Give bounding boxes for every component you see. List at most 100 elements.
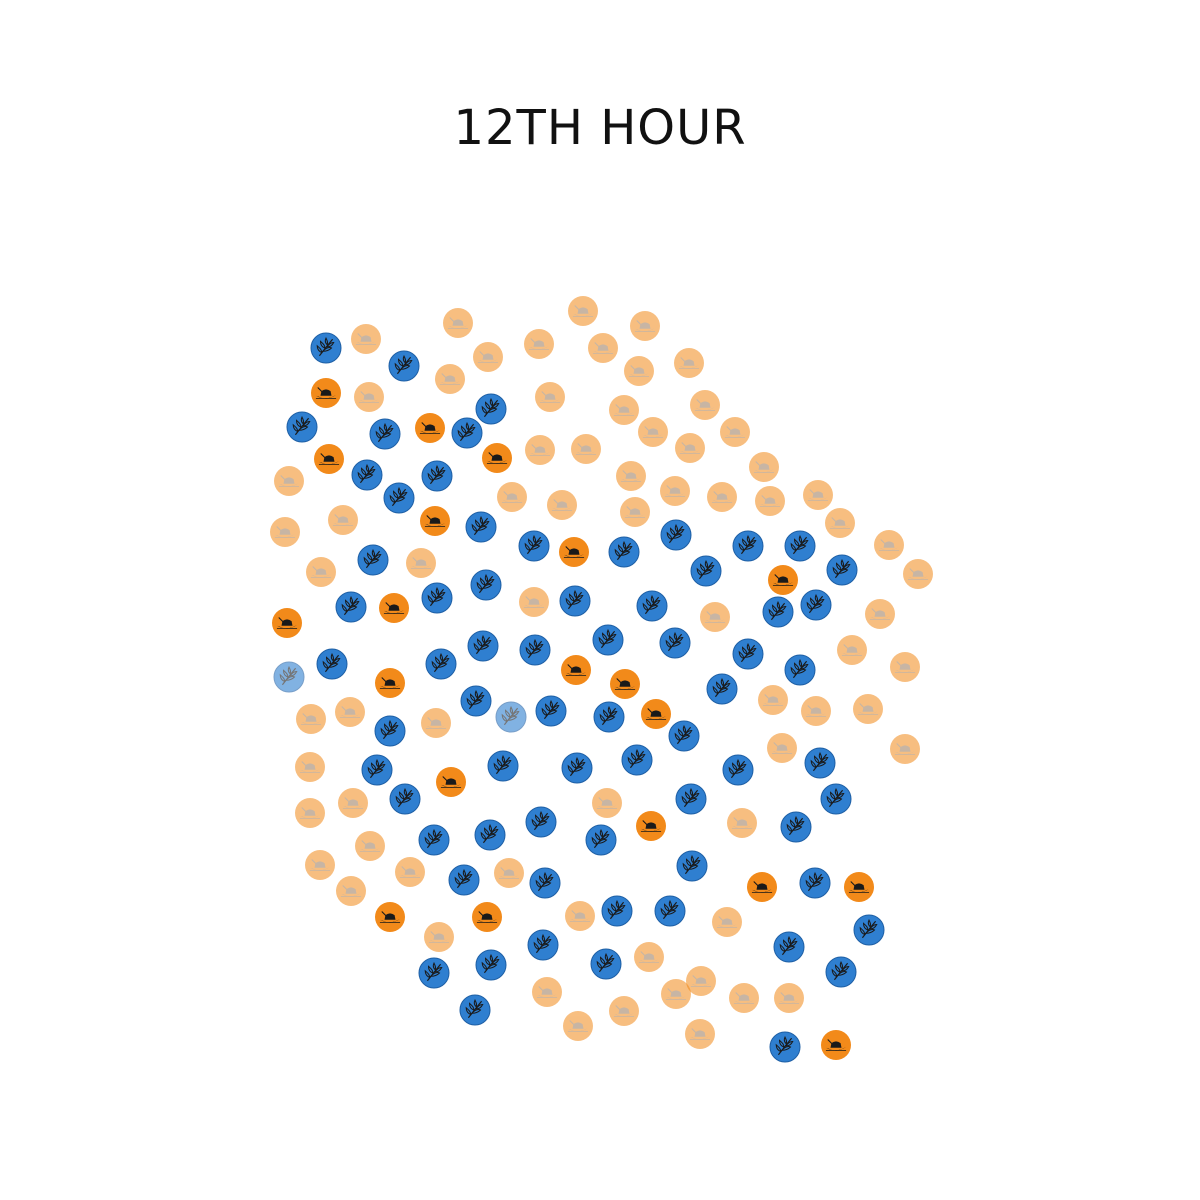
page-title: 12TH HOUR — [453, 100, 747, 156]
orange-boat-dot — [305, 850, 335, 880]
orange-boat-dot — [630, 311, 660, 341]
orange-boat-dot — [547, 490, 577, 520]
orange-boat-dot — [774, 983, 804, 1013]
orange-boat-dot — [436, 767, 466, 797]
blue-wheat-dot — [388, 350, 420, 382]
orange-boat-dot — [296, 704, 326, 734]
blue-wheat-dot — [475, 393, 507, 425]
blue-wheat-dot — [784, 530, 816, 562]
orange-boat-dot — [306, 557, 336, 587]
blue-wheat-dot — [459, 994, 491, 1026]
orange-boat-dot — [314, 444, 344, 474]
blue-wheat-dot — [660, 519, 692, 551]
orange-boat-dot — [435, 364, 465, 394]
orange-boat-dot — [674, 348, 704, 378]
blue-wheat-dot — [465, 511, 497, 543]
orange-boat-dot — [379, 593, 409, 623]
orange-boat-dot — [803, 480, 833, 510]
blue-wheat-dot — [784, 654, 816, 686]
orange-boat-dot — [661, 979, 691, 1009]
blue-wheat-dot — [519, 634, 551, 666]
orange-boat-dot — [707, 482, 737, 512]
orange-boat-dot — [482, 443, 512, 473]
orange-boat-dot — [821, 1030, 851, 1060]
orange-boat-dot — [395, 857, 425, 887]
blue-wheat-dot — [601, 895, 633, 927]
orange-boat-dot — [335, 697, 365, 727]
blue-wheat-dot — [351, 459, 383, 491]
orange-boat-dot — [853, 694, 883, 724]
orange-boat-dot — [890, 734, 920, 764]
blue-wheat-dot — [676, 850, 708, 882]
orange-boat-dot — [559, 537, 589, 567]
blue-wheat-dot — [448, 864, 480, 896]
blue-wheat-dot — [722, 754, 754, 786]
orange-boat-dot — [720, 417, 750, 447]
orange-boat-dot — [519, 587, 549, 617]
orange-boat-dot — [616, 461, 646, 491]
orange-boat-dot — [874, 530, 904, 560]
orange-boat-dot — [494, 858, 524, 888]
blue-wheat-dot — [451, 417, 483, 449]
orange-boat-dot — [532, 977, 562, 1007]
blue-wheat-dot — [361, 754, 393, 786]
blue-wheat-dot — [421, 582, 453, 614]
orange-boat-dot — [336, 876, 366, 906]
orange-boat-dot — [535, 382, 565, 412]
blue-wheat-dot — [820, 783, 852, 815]
blue-wheat-dot — [470, 569, 502, 601]
orange-boat-dot — [768, 565, 798, 595]
orange-boat-dot — [609, 395, 639, 425]
orange-boat-dot — [473, 342, 503, 372]
blue-wheat-dot — [732, 530, 764, 562]
orange-boat-dot — [524, 329, 554, 359]
orange-boat-dot — [351, 324, 381, 354]
orange-boat-dot — [565, 901, 595, 931]
orange-boat-dot — [837, 635, 867, 665]
orange-boat-dot — [758, 685, 788, 715]
orange-boat-dot — [406, 548, 436, 578]
orange-boat-dot — [472, 902, 502, 932]
blue-wheat-dot — [654, 895, 686, 927]
blue-wheat-dot — [369, 418, 401, 450]
orange-boat-dot — [354, 382, 384, 412]
orange-boat-dot — [903, 559, 933, 589]
orange-boat-dot — [497, 482, 527, 512]
orange-boat-dot — [561, 655, 591, 685]
orange-boat-dot — [420, 506, 450, 536]
orange-boat-dot — [749, 452, 779, 482]
orange-boat-dot — [272, 608, 302, 638]
orange-boat-dot — [609, 996, 639, 1026]
blue-wheat-dot — [762, 596, 794, 628]
blue-wheat-dot — [425, 648, 457, 680]
orange-boat-dot — [636, 811, 666, 841]
orange-boat-dot — [375, 902, 405, 932]
orange-boat-dot — [443, 308, 473, 338]
blue-wheat-dot — [559, 585, 591, 617]
blue-wheat-dot — [592, 624, 624, 656]
orange-boat-dot — [355, 831, 385, 861]
blue-wheat-dot — [286, 411, 318, 443]
orange-boat-dot — [634, 942, 664, 972]
blue-wheat-dot — [799, 867, 831, 899]
blue-wheat-dot — [706, 673, 738, 705]
orange-boat-dot — [592, 788, 622, 818]
blue-wheat-dot — [853, 914, 885, 946]
blue-wheat-dot — [527, 929, 559, 961]
blue-wheat-dot — [418, 824, 450, 856]
orange-boat-dot — [660, 476, 690, 506]
blue-wheat-dot — [561, 752, 593, 784]
blue-wheat-dot — [621, 744, 653, 776]
orange-boat-dot — [747, 872, 777, 902]
blue-wheat-dot — [690, 555, 722, 587]
blue-wheat-dot — [474, 819, 506, 851]
orange-boat-dot — [311, 378, 341, 408]
blue-wheat-dot — [636, 590, 668, 622]
blue-wheat-dot — [593, 701, 625, 733]
orange-boat-dot — [755, 486, 785, 516]
orange-boat-dot — [568, 296, 598, 326]
blue-wheat-dot — [769, 1031, 801, 1063]
orange-boat-dot — [588, 333, 618, 363]
blue-wheat-dot — [804, 747, 836, 779]
